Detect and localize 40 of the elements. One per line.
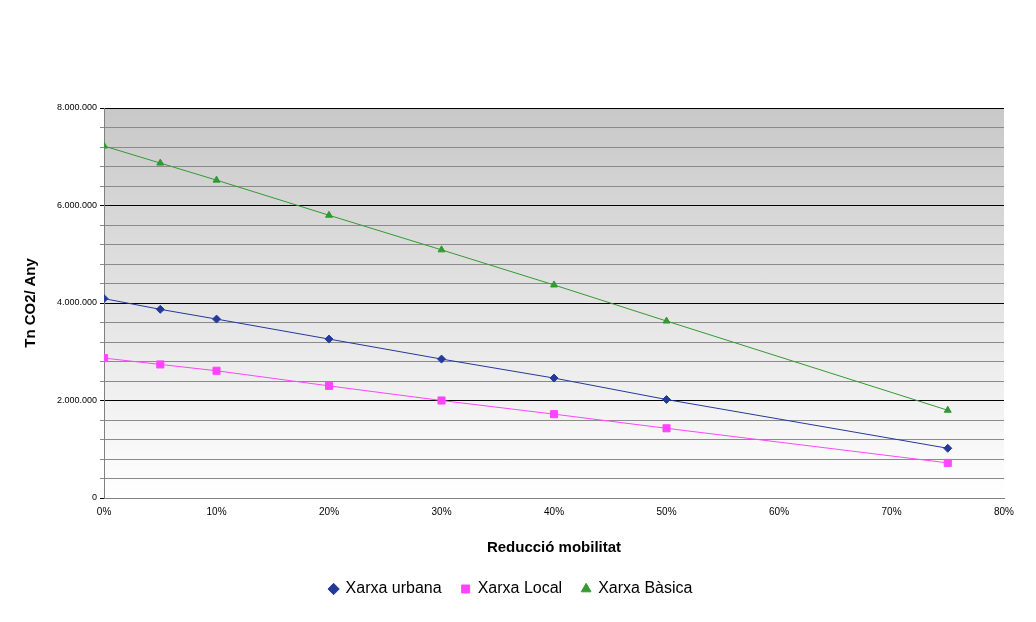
y-axis-title: Tn CO2/ Any	[21, 257, 39, 348]
point	[155, 304, 165, 314]
point	[212, 366, 221, 375]
point	[437, 396, 446, 405]
x-tick-label: 80%	[993, 505, 1015, 517]
y-tick-label: 8.000.000	[56, 102, 98, 113]
point	[662, 316, 671, 324]
point	[662, 424, 671, 433]
x-tick-label: 50%	[656, 505, 677, 517]
x-tick-label: 40%	[544, 505, 565, 517]
x-tick-label: 20%	[319, 505, 340, 517]
point	[943, 443, 953, 453]
point	[324, 381, 334, 390]
x-tick-label: 60%	[769, 505, 790, 517]
point	[212, 175, 221, 183]
x-tick-label: 0%	[96, 505, 112, 517]
point	[325, 210, 333, 218]
y-tick-label: 0	[92, 492, 98, 503]
legend-label: Xarxa urbana	[345, 579, 442, 597]
legend-label: Xarxa Local	[477, 579, 563, 597]
point	[437, 245, 446, 253]
x-axis-title: Reducció mobilitat	[486, 538, 622, 556]
point	[437, 354, 447, 364]
point	[662, 395, 672, 405]
y-tick-label: 4.000.000	[56, 297, 98, 308]
y-tick-label: 6.000.000	[56, 199, 98, 210]
y-tick-label: 2.000.000	[56, 394, 98, 405]
point	[943, 405, 952, 413]
point	[156, 360, 165, 369]
point	[943, 458, 952, 467]
legend-label: Xarxa Bàsica	[598, 579, 693, 597]
point	[324, 334, 334, 344]
x-tick-label: 10%	[206, 505, 227, 517]
point	[549, 410, 559, 419]
x-tick-label: 70%	[881, 505, 902, 517]
x-tick-label: 30%	[431, 505, 452, 517]
point	[550, 280, 558, 288]
point	[212, 314, 222, 324]
point	[156, 158, 165, 166]
point	[549, 373, 559, 383]
